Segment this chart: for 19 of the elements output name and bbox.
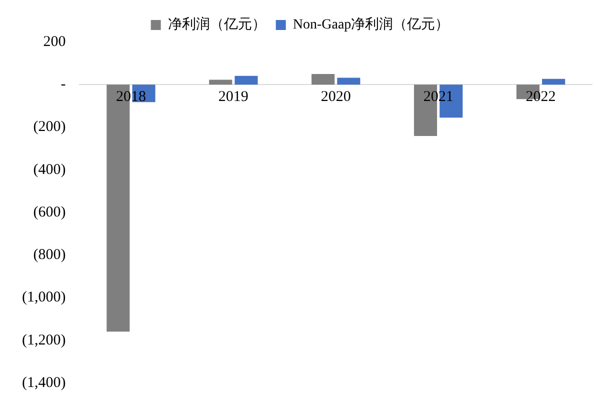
bar [312, 74, 335, 85]
bar [234, 76, 258, 85]
y-tick-label: (800) [33, 247, 66, 264]
legend-label: Non-Gaap净利润（亿元） [292, 16, 450, 33]
legend-label: 净利润（亿元） [168, 16, 266, 33]
bar [209, 80, 232, 85]
y-tick-label: (400) [33, 162, 66, 178]
x-tick-label: 2020 [320, 89, 351, 106]
y-tick-label: (1,400) [22, 374, 66, 391]
y-tick-label: (1,200) [22, 332, 66, 348]
bar [542, 78, 566, 85]
y-tick-label: (1,000) [22, 290, 66, 306]
x-tick-label: 2022 [526, 89, 556, 106]
y-tick-label: - [60, 76, 66, 93]
bar [337, 78, 360, 85]
y-tick-label: (200) [33, 119, 66, 136]
y-tick-label: (600) [33, 204, 66, 220]
y-tick-label: 200 [43, 34, 66, 50]
x-tick-label: 2019 [218, 89, 248, 106]
